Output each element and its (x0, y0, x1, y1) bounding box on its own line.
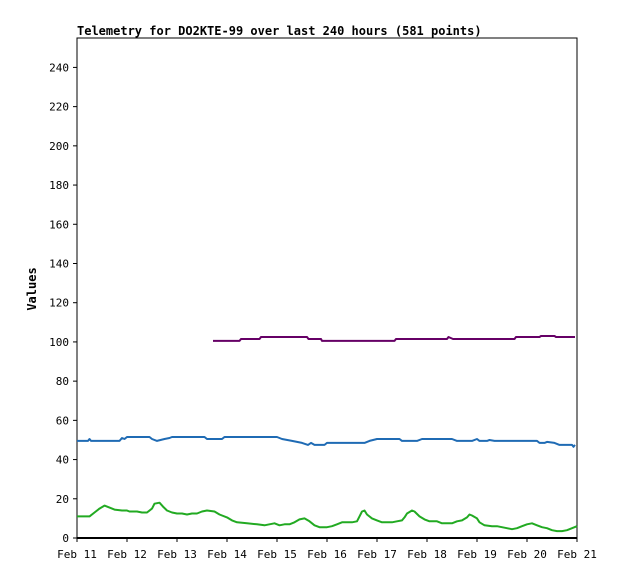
y-tick-label: 100 (49, 336, 69, 349)
x-tick-label: Feb 11 (57, 548, 97, 561)
x-tick-label: Feb 19 (457, 548, 497, 561)
series-line-2 (77, 436, 576, 448)
x-tick-label: Feb 14 (207, 548, 247, 561)
x-tick-label: Feb 16 (307, 548, 347, 561)
y-tick-label: 20 (56, 493, 69, 506)
y-tick-label: 80 (56, 375, 69, 388)
series-line-1 (213, 335, 575, 342)
y-tick-label: 220 (49, 101, 69, 114)
y-tick-label: 200 (49, 140, 69, 153)
x-tick-label: Feb 21 (557, 548, 597, 561)
y-tick-label: 0 (62, 532, 69, 545)
series-line-3 (77, 501, 578, 533)
y-tick-label: 120 (49, 297, 69, 310)
x-tick-label: Feb 15 (257, 548, 297, 561)
y-tick-label: 140 (49, 257, 69, 270)
x-tick-label: Feb 18 (407, 548, 447, 561)
chart-title: Telemetry for DO2KTE-99 over last 240 ho… (77, 24, 482, 38)
y-tick-label: 40 (56, 454, 69, 467)
y-tick-label: 180 (49, 179, 69, 192)
y-tick-label: 240 (49, 61, 69, 74)
y-axis: 0 20 40 60 80 100 120 140 160 180 200 220 240 (49, 61, 77, 545)
x-tick-label: Feb 20 (507, 548, 547, 561)
y-axis-label: Values (25, 267, 39, 310)
x-axis: Feb 11 Feb 12 Feb 13 Feb 14 Feb 15 Feb 16 Feb … (57, 538, 597, 561)
y-tick-label: 160 (49, 218, 69, 231)
x-tick-label: Feb 12 (107, 548, 147, 561)
x-tick-label: Feb 13 (157, 548, 197, 561)
plot-area (76, 37, 578, 539)
series-layer (77, 335, 578, 533)
x-tick-label: Feb 17 (357, 548, 397, 561)
y-tick-label: 60 (56, 414, 69, 427)
